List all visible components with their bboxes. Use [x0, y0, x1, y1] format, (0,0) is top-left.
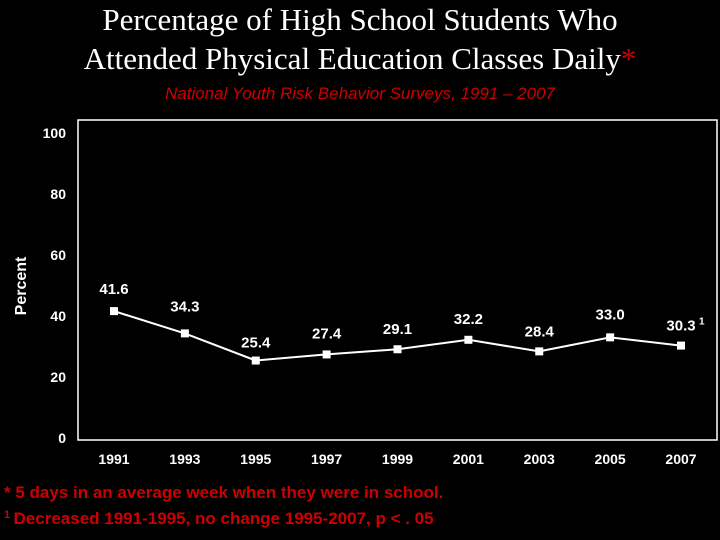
data-point-marker [110, 307, 118, 316]
data-point-marker [322, 350, 331, 359]
data-label: 33.0 [596, 306, 625, 323]
y-tick-label: 100 [43, 125, 67, 141]
chart-title-line2-text: Attended Physical Education Classes Dail… [83, 41, 621, 76]
x-tick-label: 1997 [311, 451, 342, 467]
y-tick-label: 20 [50, 369, 66, 385]
x-tick-label: 1991 [98, 451, 129, 467]
data-label-superscript: 1 [699, 317, 705, 328]
chart-title-line2: Attended Physical Education Classes Dail… [0, 39, 720, 78]
x-tick-label: 2007 [665, 451, 696, 467]
data-point-marker [677, 341, 685, 350]
footnote-trend-text: Decreased 1991-1995, no change 1995-2007… [13, 509, 434, 528]
data-point-marker [251, 356, 260, 365]
plot-area [77, 119, 718, 441]
series-markers [110, 307, 685, 365]
title-asterisk: * [620, 41, 637, 76]
data-labels: 41.6 34.3 25.4 27.4 29.1 32.2 28.4 33.0 30.3 1 [99, 281, 705, 351]
x-tick-label: 1995 [240, 451, 271, 467]
data-point-marker [393, 345, 402, 354]
data-label: 34.3 [170, 298, 199, 315]
data-label: 29.1 [383, 321, 412, 338]
x-tick-label: 2003 [524, 451, 555, 467]
footnotes: * 5 days in an average week when they we… [4, 481, 443, 530]
data-label: 28.4 [525, 323, 555, 340]
footnote-trend: 1 Decreased 1991-1995, no change 1995-20… [4, 504, 443, 530]
data-label: 27.4 [312, 325, 342, 342]
y-tick-label: 60 [50, 247, 66, 263]
x-tick-label: 1993 [169, 451, 200, 467]
data-point-marker [180, 329, 189, 338]
y-axis-label: Percent [13, 256, 30, 315]
data-label: 25.4 [241, 335, 271, 352]
x-tick-labels: 1991 1993 1995 1997 1999 2001 2003 2005 2007 [98, 451, 696, 467]
data-point-marker [464, 335, 473, 344]
data-label: 32.2 [454, 311, 483, 328]
x-tick-label: 1999 [382, 451, 413, 467]
chart-subtitle: National Youth Risk Behavior Surveys, 19… [165, 84, 555, 103]
y-tick-labels: 0 20 40 60 80 100 [43, 125, 67, 446]
data-point-marker [535, 347, 544, 356]
footnote-definition: * 5 days in an average week when they we… [4, 483, 444, 502]
data-label: 30.3 [666, 318, 695, 335]
chart-title: Percentage of High School Students Who A… [0, 0, 720, 78]
x-tick-label: 2005 [595, 451, 626, 467]
footnote-trend-marker: 1 [4, 509, 11, 521]
chart-title-line1: Percentage of High School Students Who [102, 2, 618, 37]
y-tick-label: 80 [50, 186, 66, 202]
x-tick-label: 2001 [453, 451, 484, 467]
data-point-marker [606, 333, 615, 342]
data-label: 41.6 [99, 281, 128, 298]
y-tick-label: 0 [58, 430, 66, 446]
y-tick-label: 40 [50, 308, 66, 324]
